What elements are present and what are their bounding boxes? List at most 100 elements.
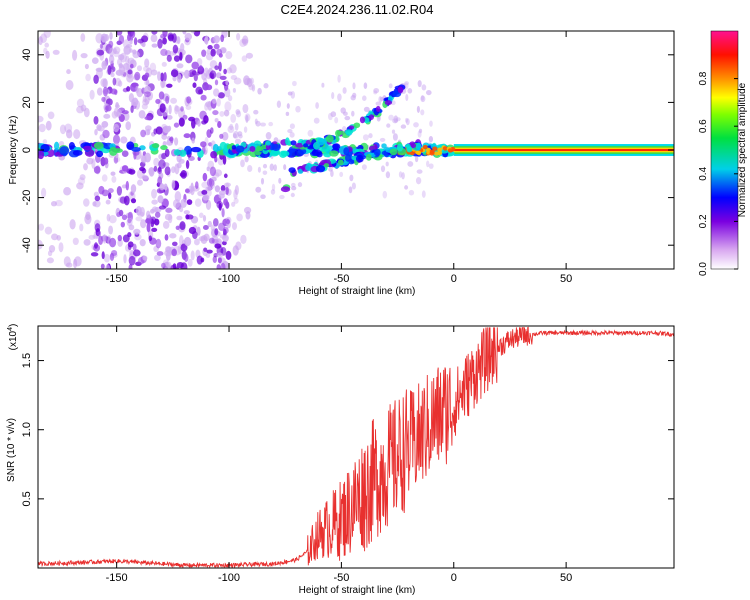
noise-blob xyxy=(116,185,123,196)
noise-blob xyxy=(76,98,85,108)
noise-blob xyxy=(93,74,99,84)
snr-scale-close: ) xyxy=(8,324,19,327)
lower-blob xyxy=(415,143,422,151)
noise-blob xyxy=(115,102,119,108)
noise-blob xyxy=(141,103,148,110)
noise-blob xyxy=(265,131,272,140)
noise-blob xyxy=(165,95,170,104)
noise-blob xyxy=(79,223,84,232)
noise-blob xyxy=(202,172,208,182)
band-blob xyxy=(109,146,118,156)
spectrogram-plot-area xyxy=(38,31,674,269)
noise-blob xyxy=(337,93,342,102)
snr-y-tick-label: 1.5 xyxy=(21,353,33,368)
noise-blob xyxy=(417,80,422,88)
noise-blob xyxy=(196,226,201,236)
noise-blob xyxy=(260,122,266,127)
noise-blob xyxy=(160,79,165,89)
upper-blob xyxy=(249,145,256,153)
noise-blob xyxy=(210,127,214,134)
noise-blob xyxy=(163,183,168,191)
noise-blob xyxy=(80,52,88,59)
noise-blob xyxy=(182,31,187,35)
noise-blob xyxy=(157,176,163,186)
noise-blob xyxy=(263,83,269,89)
noise-blob xyxy=(162,37,167,45)
upper-blob xyxy=(290,140,297,146)
upper-blob xyxy=(317,137,325,146)
noise-blob xyxy=(109,47,114,58)
noise-blob xyxy=(351,110,355,117)
noise-blob xyxy=(205,253,211,258)
noise-blob xyxy=(38,115,44,123)
lower-blob xyxy=(288,167,296,173)
noise-blob xyxy=(77,177,86,186)
noise-blob xyxy=(240,159,245,168)
noise-blob xyxy=(165,251,171,261)
noise-blob xyxy=(247,164,253,173)
noise-blob xyxy=(213,88,220,97)
noise-blob xyxy=(122,63,130,70)
noise-blob xyxy=(385,161,389,167)
noise-blob xyxy=(221,131,229,141)
noise-blob xyxy=(170,97,178,104)
noise-blob xyxy=(183,253,189,262)
noise-blob xyxy=(307,129,314,137)
noise-blob xyxy=(179,221,186,231)
noise-blob xyxy=(379,137,386,142)
noise-blob xyxy=(98,185,105,195)
noise-blob xyxy=(243,126,248,133)
snr-x-tick-label: -100 xyxy=(218,572,240,584)
noise-blob xyxy=(201,49,207,57)
noise-blob xyxy=(404,81,410,86)
noise-blob xyxy=(127,232,132,238)
noise-blob xyxy=(108,40,114,48)
band-blob xyxy=(131,146,141,152)
noise-blob xyxy=(178,117,185,127)
noise-blob xyxy=(178,158,185,164)
noise-scatter xyxy=(38,31,434,269)
noise-blob xyxy=(102,86,108,97)
noise-blob xyxy=(101,174,108,182)
noise-blob xyxy=(161,80,167,88)
noise-blob xyxy=(398,171,403,178)
noise-blob xyxy=(191,61,199,70)
noise-blob xyxy=(191,137,195,144)
noise-blob xyxy=(342,87,347,94)
upper-blob xyxy=(265,140,271,146)
noise-blob xyxy=(160,72,165,82)
noise-blob xyxy=(180,243,188,252)
noise-blob xyxy=(76,105,84,114)
noise-blob xyxy=(90,252,99,257)
noise-blob xyxy=(405,118,410,126)
noise-blob xyxy=(330,111,337,118)
band-blob xyxy=(93,141,104,150)
noise-blob xyxy=(400,124,407,129)
noise-blob xyxy=(155,126,163,135)
noise-blob xyxy=(186,199,193,205)
band-hot xyxy=(433,151,439,156)
noise-blob xyxy=(64,123,73,133)
upper-blob xyxy=(368,114,374,120)
noise-blob xyxy=(391,129,396,134)
noise-blob xyxy=(289,132,295,138)
noise-blob xyxy=(223,173,228,179)
noise-blob xyxy=(185,214,190,220)
noise-blob xyxy=(83,163,88,171)
noise-blob xyxy=(176,215,183,221)
noise-blob xyxy=(224,101,232,112)
noise-blob xyxy=(136,65,143,72)
noise-blob xyxy=(200,257,205,263)
noise-blob xyxy=(200,94,207,101)
noise-blob xyxy=(169,233,177,239)
upper-blob xyxy=(384,100,393,106)
noise-blob xyxy=(363,106,370,113)
band-blob xyxy=(278,150,288,158)
snr-frame xyxy=(37,325,675,569)
noise-blob xyxy=(271,183,276,192)
noise-blob xyxy=(148,167,155,177)
noise-blob xyxy=(171,248,177,257)
noise-blob xyxy=(107,65,112,75)
noise-blob xyxy=(218,61,222,72)
colorbar-tick-label: 0.0 xyxy=(698,262,709,276)
